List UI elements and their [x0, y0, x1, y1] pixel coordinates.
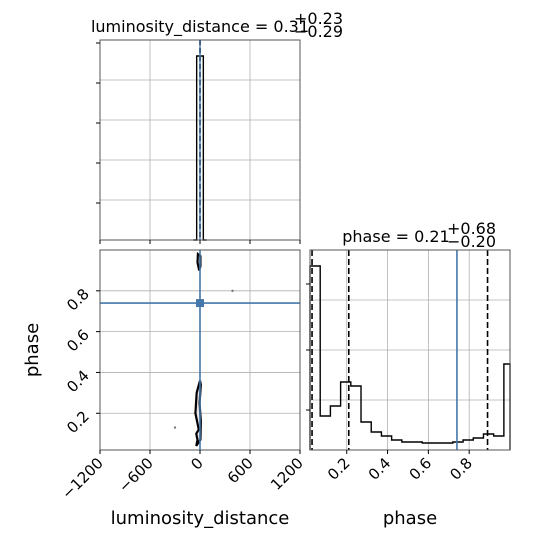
phase-title-sup: +0.68	[447, 219, 496, 238]
x-axis-label-luminosity-distance: luminosity_distance	[111, 508, 290, 529]
luminosity-distance-title-sup: +0.23	[294, 9, 343, 28]
x-tick-label-phase: 0.4	[365, 454, 395, 484]
y-tick-label-phase: 0.8	[63, 285, 93, 315]
joint-posterior-panel	[96, 249, 301, 454]
phase-histogram	[309, 265, 511, 450]
x-tick-label-phase: 0.8	[446, 454, 476, 484]
truth-marker	[196, 299, 204, 308]
y-tick-label-phase: 0.4	[63, 367, 93, 397]
x-tick-label-luminosity-distance: 1200	[267, 454, 307, 494]
luminosity-distance-histogram-panel	[96, 39, 301, 244]
x-tick-label-luminosity-distance: 0	[187, 454, 206, 473]
luminosity-distance-title-main: luminosity_distance = 0.31	[91, 17, 309, 37]
y-tick-label-phase: 0.2	[63, 407, 93, 437]
x-tick-label-phase: 0.2	[324, 454, 354, 484]
y-axis-label-phase: phase	[22, 323, 43, 377]
x-tick-label-luminosity-distance: −1200	[58, 454, 107, 503]
x-tick-label-phase: 0.6	[406, 454, 436, 484]
x-tick-label-luminosity-distance: 600	[224, 454, 257, 487]
luminosity-distance-title: luminosity_distance = 0.31	[91, 17, 309, 37]
phase-histogram-panel	[306, 249, 511, 454]
luminosity-distance-title-sub: −0.29	[294, 22, 343, 41]
scatter-point	[173, 426, 177, 429]
x-tick-label-luminosity-distance: −600	[115, 454, 157, 496]
x-axis-label-phase: phase	[383, 508, 437, 529]
y-tick-label-phase: 0.6	[63, 326, 93, 356]
phase-title-main: phase = 0.21	[342, 227, 449, 246]
phase-title-sub: −0.20	[447, 232, 496, 251]
scatter-point	[231, 289, 234, 293]
